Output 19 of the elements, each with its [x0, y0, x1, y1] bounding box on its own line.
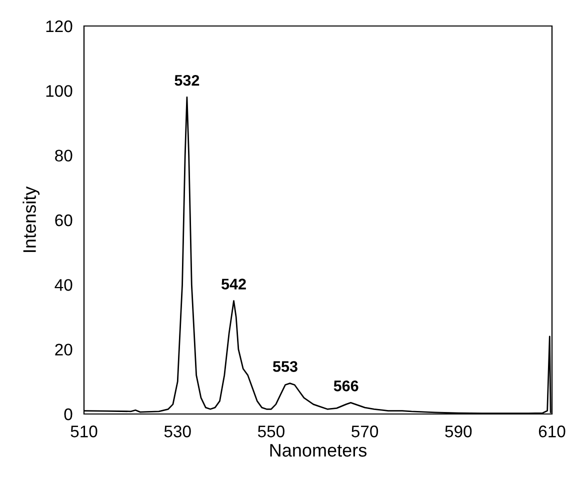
x-tick-label: 570	[352, 426, 378, 438]
y-tick-label: 40	[54, 279, 72, 291]
y-tick-label: 80	[55, 150, 72, 162]
y-axis-title: Intensity	[22, 186, 40, 252]
annotation: 542	[221, 278, 246, 290]
y-tick-label: 120	[46, 20, 72, 32]
x-tick-label: 610	[538, 426, 566, 438]
y-tick-label: 100	[46, 85, 72, 97]
annotation: 566	[334, 380, 358, 392]
x-tick-label: 510	[70, 426, 98, 438]
x-tick-label: 530	[164, 426, 191, 438]
x-axis-title: Nanometers	[270, 444, 367, 457]
y-tick-label: 0	[64, 408, 72, 420]
y-tick-label: 20	[55, 344, 72, 356]
annotation: 553	[272, 361, 298, 372]
x-tick-label: 590	[445, 426, 472, 438]
y-tick-label: 60	[55, 214, 72, 226]
annotation: 532	[174, 74, 200, 86]
x-tick-label: 550	[258, 426, 284, 438]
